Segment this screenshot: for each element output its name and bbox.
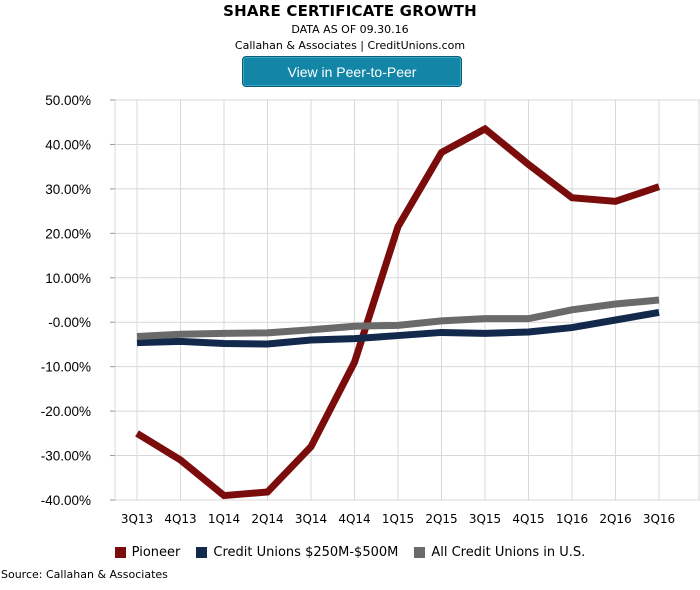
x-tick-label: 4Q13 — [164, 512, 196, 526]
legend-swatch-pioneer — [114, 547, 126, 558]
y-tick-label: 50.00% — [45, 93, 91, 108]
legend-item-pioneer[interactable]: Pioneer — [114, 545, 181, 560]
legend-label-all-cu-us: All Credit Unions in U.S. — [431, 545, 586, 560]
y-tick-label: -40.00% — [41, 493, 91, 508]
legend-swatch-all-cu-us — [414, 547, 426, 558]
x-tick-label: 4Q15 — [512, 512, 544, 526]
view-peer-to-peer-button[interactable]: View in Peer-to-Peer — [242, 56, 462, 87]
x-tick-label: 2Q15 — [425, 512, 457, 526]
x-tick-label: 1Q16 — [556, 512, 588, 526]
y-tick-label: -30.00% — [41, 449, 91, 464]
x-tick-label: 4Q14 — [338, 512, 370, 526]
x-tick-label: 3Q15 — [469, 512, 501, 526]
y-tick-label: -20.00% — [41, 404, 91, 419]
data-date-subtitle: DATA AS OF 09.30.16 — [291, 23, 409, 36]
x-tick-label: 2Q14 — [251, 512, 283, 526]
y-tick-label: 20.00% — [45, 226, 91, 241]
x-tick-label: 2Q16 — [599, 512, 631, 526]
legend-item-cu-250m-500m[interactable]: Credit Unions $250M-$500M — [196, 545, 398, 560]
y-tick-label: 30.00% — [45, 182, 91, 197]
legend-swatch-cu-250m-500m — [196, 547, 208, 558]
y-tick-label: -10.00% — [41, 360, 91, 375]
plot-frame — [114, 99, 700, 501]
y-tick-label: -0.00% — [48, 315, 91, 330]
attribution-line: Callahan & Associates | CreditUnions.com — [234, 39, 466, 52]
legend-label-pioneer: Pioneer — [131, 545, 181, 560]
y-tick-label: 10.00% — [45, 271, 91, 286]
chart-title: SHARE CERTIFICATE GROWTH — [223, 2, 477, 20]
x-tick-label: 3Q14 — [295, 512, 327, 526]
footer-source: Source: Callahan & Associates — [1, 568, 168, 581]
legend-item-all-cu-us[interactable]: All Credit Unions in U.S. — [414, 545, 585, 560]
y-tick-label: 40.00% — [45, 137, 91, 152]
x-tick-label: 1Q14 — [208, 512, 240, 526]
x-tick-label: 3Q13 — [121, 512, 153, 526]
x-tick-label: 3Q16 — [643, 512, 675, 526]
legend-label-cu-250m-500m: Credit Unions $250M-$500M — [213, 545, 399, 560]
x-tick-label: 1Q15 — [382, 512, 414, 526]
chart-legend: Pioneer Credit Unions $250M-$500M All Cr… — [0, 545, 700, 560]
line-chart: 50.00% 40.00% 30.00% 20.00% 10.00% -0.00% -10.… — [41, 93, 700, 526]
